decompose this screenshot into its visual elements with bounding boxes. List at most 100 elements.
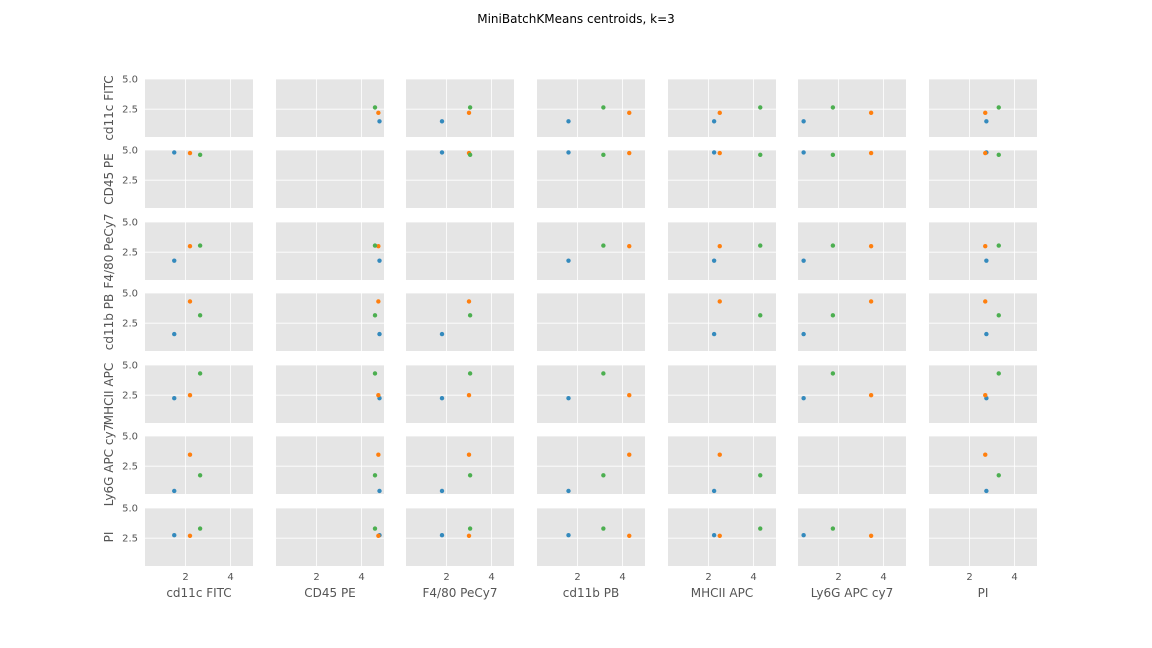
centroid-point-3: [372, 105, 378, 110]
centroid-point-1: [439, 532, 445, 538]
centroid-point-2: [717, 110, 722, 116]
panel-background: [798, 222, 906, 280]
centroid-point-3: [996, 473, 1001, 478]
panel-background: [276, 436, 384, 494]
y-tick-label: 2.5: [122, 391, 138, 402]
panel-background: [798, 150, 906, 208]
panel-background: [537, 150, 645, 208]
centroid-point-1: [377, 258, 382, 263]
centroid-point-2: [868, 150, 874, 156]
centroid-point-2: [717, 299, 722, 304]
panel-background: [798, 293, 906, 351]
panel-background: [798, 508, 906, 566]
centroid-point-2: [717, 533, 722, 538]
centroid-point-3: [197, 526, 203, 531]
centroid-point-2: [983, 452, 988, 457]
centroid-point-3: [830, 243, 836, 248]
x-tick-label: 4: [488, 572, 494, 583]
panel-background: [537, 79, 645, 137]
centroid-point-2: [717, 452, 722, 457]
y-tick-label: 5.0: [122, 432, 138, 443]
centroid-point-3: [996, 152, 1001, 158]
centroid-point-1: [801, 396, 806, 401]
centroid-point-3: [758, 152, 763, 158]
centroid-point-1: [172, 532, 177, 538]
y-tick-label: 2.5: [122, 176, 138, 187]
centroid-point-2: [868, 393, 874, 398]
panel-background: [406, 222, 514, 280]
x-tick-label: 4: [227, 572, 233, 583]
x-axis-label: CD45 PE: [304, 586, 356, 600]
centroid-point-2: [627, 452, 632, 457]
centroid-point-3: [197, 152, 203, 158]
centroid-point-3: [467, 313, 473, 318]
centroid-point-2: [627, 393, 632, 398]
centroid-point-2: [376, 299, 381, 304]
centroid-point-2: [376, 243, 381, 249]
centroid-point-2: [627, 150, 632, 156]
centroid-point-1: [439, 331, 445, 337]
centroid-point-3: [372, 313, 378, 318]
y-tick-label: 5.0: [122, 504, 138, 515]
panel-background: [929, 79, 1037, 137]
centroid-point-3: [372, 371, 378, 376]
centroid-point-3: [758, 473, 763, 478]
centroid-point-2: [983, 299, 988, 304]
centroid-point-1: [566, 119, 571, 124]
centroid-point-3: [467, 473, 473, 478]
centroid-point-1: [984, 119, 989, 124]
panel-background: [537, 436, 645, 494]
x-tick-label: 2: [966, 572, 972, 583]
panel-background: [929, 436, 1037, 494]
centroid-point-1: [566, 532, 571, 538]
centroid-point-1: [984, 258, 989, 263]
centroid-point-1: [711, 119, 717, 124]
centroid-point-1: [377, 488, 382, 494]
centroid-point-1: [801, 258, 806, 263]
panel-background: [537, 222, 645, 280]
centroid-point-1: [172, 488, 177, 494]
centroid-point-2: [868, 533, 874, 538]
centroid-point-1: [439, 150, 445, 155]
centroid-point-3: [372, 473, 378, 478]
panel-background: [929, 150, 1037, 208]
centroid-point-2: [717, 150, 722, 156]
centroid-point-2: [627, 533, 632, 538]
centroid-point-1: [801, 331, 806, 337]
centroid-point-3: [467, 371, 473, 376]
centroid-point-1: [172, 331, 177, 337]
x-axis-label: PI: [978, 586, 989, 600]
y-axis-label: PI: [102, 532, 116, 543]
panel-background: [668, 222, 776, 280]
centroid-point-3: [467, 152, 473, 158]
panel-background: [929, 508, 1037, 566]
panel-background: [406, 293, 514, 351]
panel-background: [276, 365, 384, 423]
x-tick-label: 2: [443, 572, 449, 583]
centroid-point-3: [372, 243, 378, 248]
x-tick-label: 4: [358, 572, 364, 583]
centroid-point-1: [377, 119, 382, 124]
x-axis-label: cd11c FITC: [166, 586, 231, 600]
y-tick-label: 5.0: [122, 289, 138, 300]
y-tick-label: 2.5: [122, 534, 138, 545]
centroid-point-2: [868, 299, 874, 304]
y-tick-label: 2.5: [122, 105, 138, 116]
panel-background: [276, 79, 384, 137]
x-tick-label: 2: [182, 572, 188, 583]
centroid-point-1: [566, 396, 571, 401]
panel-background: [929, 365, 1037, 423]
centroid-point-1: [984, 331, 989, 337]
y-tick-label: 5.0: [122, 218, 138, 229]
centroid-point-1: [439, 488, 445, 494]
centroid-point-1: [439, 396, 445, 401]
centroid-point-3: [830, 105, 836, 110]
centroid-point-3: [601, 105, 606, 110]
y-axis-label: cd11b PB: [102, 294, 116, 350]
centroid-point-1: [984, 488, 989, 494]
centroid-point-3: [197, 313, 203, 318]
panel-background: [145, 293, 253, 351]
x-tick-label: 4: [880, 572, 886, 583]
centroid-point-3: [830, 313, 836, 318]
